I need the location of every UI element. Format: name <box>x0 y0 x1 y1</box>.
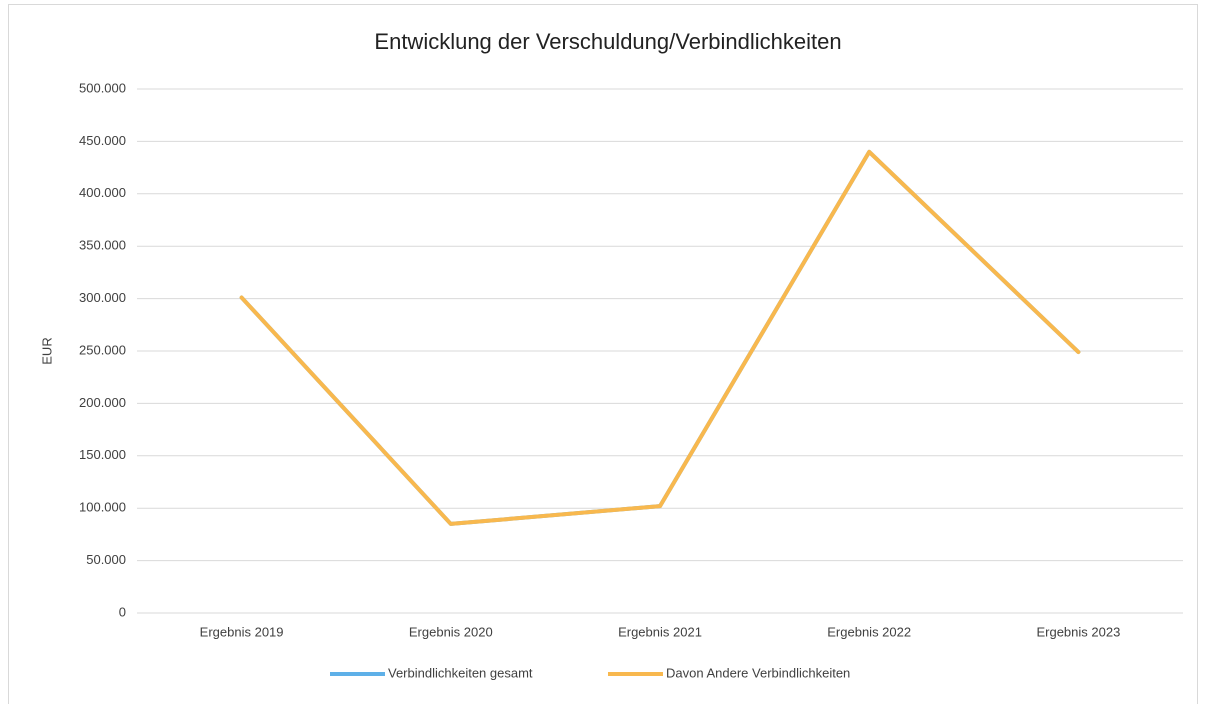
y-tick-label: 350.000 <box>79 238 126 253</box>
y-tick-label: 250.000 <box>79 342 126 357</box>
legend-label: Verbindlichkeiten gesamt <box>388 665 533 680</box>
x-tick-label: Ergebnis 2022 <box>827 624 911 639</box>
x-tick-label: Ergebnis 2020 <box>409 624 493 639</box>
x-tick-label: Ergebnis 2021 <box>618 624 702 639</box>
y-axis-label: EUR <box>39 337 54 364</box>
chart-frame <box>8 4 1198 704</box>
y-tick-label: 50.000 <box>86 552 126 567</box>
y-tick-label: 100.000 <box>79 500 126 515</box>
x-tick-label: Ergebnis 2019 <box>200 624 284 639</box>
chart-title: Entwicklung der Verschuldung/Verbindlich… <box>374 29 841 54</box>
y-tick-label: 300.000 <box>79 290 126 305</box>
series-line <box>239 149 1081 526</box>
y-tick-label: 500.000 <box>79 80 126 95</box>
legend-label: Davon Andere Verbindlichkeiten <box>666 665 850 680</box>
y-tick-label: 150.000 <box>79 447 126 462</box>
y-tick-label: 450.000 <box>79 133 126 148</box>
y-tick-label: 400.000 <box>79 185 126 200</box>
x-tick-label: Ergebnis 2023 <box>1036 624 1120 639</box>
y-tick-label: 0 <box>119 604 126 619</box>
y-tick-label: 200.000 <box>79 395 126 410</box>
